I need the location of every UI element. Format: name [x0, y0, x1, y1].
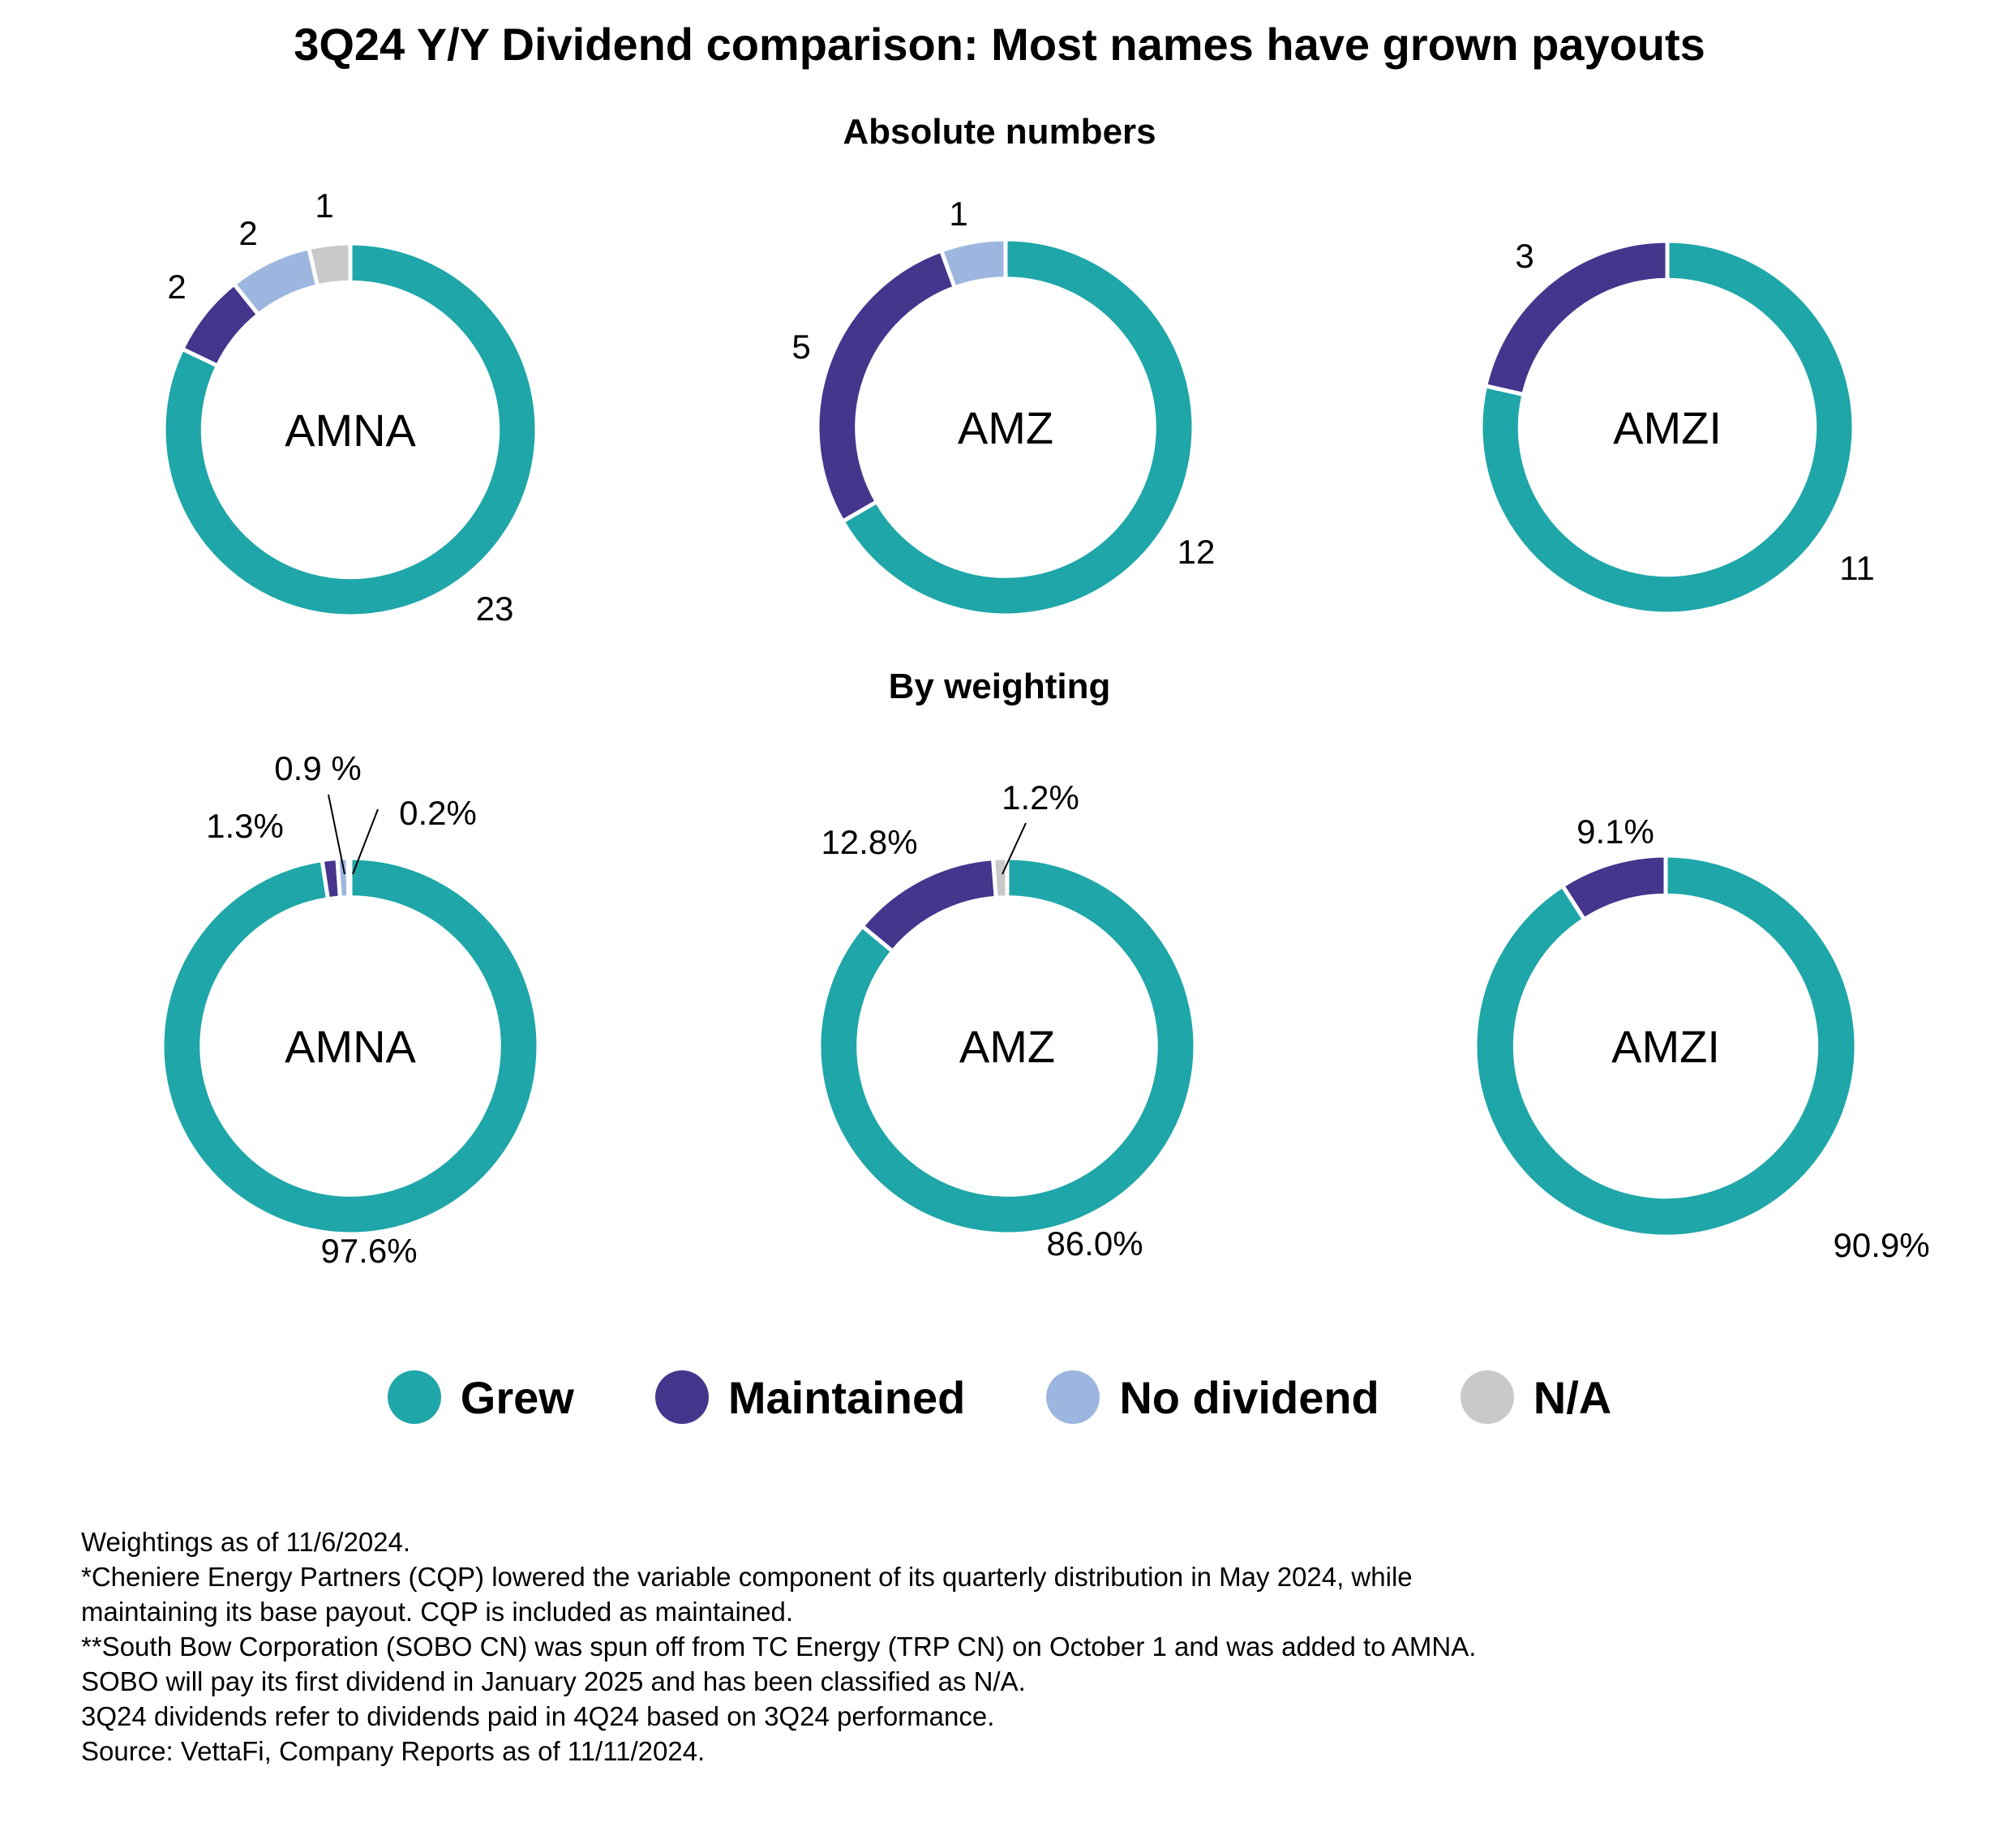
data-label: 11: [1839, 549, 1875, 587]
leader-line: [1002, 822, 1027, 875]
data-label: 0.9 %: [274, 749, 361, 787]
data-label: 1.2%: [1002, 778, 1079, 817]
legend: Grew Maintained No dividend N/A: [0, 1370, 1999, 1424]
slice-maintained: [1559, 853, 1668, 923]
donut-weighting-amzi: AMZI 90.9% 9.1%: [1473, 813, 1930, 1264]
center-label: AMNA: [285, 405, 416, 456]
data-label: 2: [238, 214, 257, 252]
donut-absolute-amna: AMNA 23 2 2 1: [161, 187, 539, 628]
data-label: 12: [1178, 533, 1216, 571]
footnotes: Weightings as of 11/6/2024. *Cheniere En…: [81, 1524, 1476, 1769]
slice-grew: [1473, 853, 1859, 1239]
slice-grew: [839, 237, 1196, 618]
slice-no-dividend: [938, 237, 1008, 290]
footnote-line: SOBO will pay its first dividend in Janu…: [81, 1666, 1026, 1696]
section-title-absolute: Absolute numbers: [843, 112, 1156, 152]
chart-title: 3Q24 Y/Y Dividend comparison: Most names…: [294, 19, 1705, 70]
center-label: AMZI: [1613, 402, 1722, 453]
section-title-weighting: By weighting: [888, 667, 1111, 706]
legend-swatch-maintained: [654, 1370, 709, 1424]
data-label: 12.8%: [821, 823, 917, 861]
legend-item-na: N/A: [1460, 1370, 1612, 1424]
center-label: AMNA: [285, 1021, 416, 1072]
footnote-line: *Cheniere Energy Partners (CQP) lowered …: [81, 1562, 1413, 1592]
donut-charts: AMNA 23 2 2 1 AMZ 12 5 1 AMZI 11 3 AMNA 97.6% 1.3% 0.9 …: [160, 187, 1930, 1270]
data-label: 90.9%: [1833, 1226, 1929, 1264]
data-label: 23: [476, 590, 514, 628]
legend-swatch-grew: [387, 1370, 441, 1424]
legend-swatch-na: [1460, 1370, 1514, 1424]
legend-item-maintained: Maintained: [654, 1370, 966, 1424]
legend-swatch-no-dividend: [1046, 1370, 1100, 1424]
data-label: 2: [167, 268, 186, 306]
leader-line: [328, 794, 345, 875]
center-label: AMZ: [958, 402, 1053, 453]
data-label: 97.6%: [320, 1232, 417, 1270]
slice-grew: [1478, 238, 1856, 616]
slice-grew: [160, 855, 541, 1237]
leader-line: [352, 808, 379, 875]
slice-maintained: [859, 855, 998, 954]
slice-n-a: [306, 241, 353, 289]
slice-n-a: [990, 855, 1010, 900]
legend-label-grew: Grew: [460, 1371, 574, 1423]
footnote-line: **South Bow Corporation (SOBO CN) was sp…: [81, 1631, 1477, 1661]
slice-n-a: [345, 855, 353, 900]
data-label: 3: [1515, 237, 1534, 275]
data-label: 0.2%: [399, 794, 477, 832]
legend-label-no-dividend: No dividend: [1119, 1371, 1379, 1423]
slice-maintained: [1482, 238, 1670, 397]
slice-maintained: [815, 247, 958, 525]
footnote-line: 3Q24 dividends refer to dividends paid i…: [81, 1701, 995, 1731]
center-label: AMZI: [1611, 1021, 1720, 1072]
slice-grew: [161, 241, 539, 619]
donut-absolute-amzi: AMZI 11 3: [1478, 237, 1875, 616]
donut-absolute-amz: AMZ 12 5 1: [791, 195, 1216, 618]
data-label: 1: [949, 195, 967, 233]
data-label: 86.0%: [1046, 1224, 1143, 1263]
donut-weighting-amna: AMNA 97.6% 1.3% 0.9 % 0.2%: [160, 749, 541, 1270]
legend-label-na: N/A: [1533, 1371, 1612, 1423]
footnote-line: Weightings as of 11/6/2024.: [81, 1527, 411, 1557]
footnote-line: maintaining its base payout. CQP is incl…: [81, 1597, 794, 1627]
data-label: 1.3%: [206, 807, 284, 845]
legend-label-maintained: Maintained: [727, 1371, 966, 1423]
data-label: 1: [315, 187, 333, 225]
slice-grew: [817, 855, 1198, 1237]
footnote-line: Source: VettaFi, Company Reports as of 1…: [81, 1736, 706, 1766]
center-label: AMZ: [959, 1021, 1055, 1072]
legend-item-grew: Grew: [387, 1370, 574, 1424]
data-label: 9.1%: [1576, 813, 1654, 851]
donut-weighting-amz: AMZ 86.0% 12.8% 1.2%: [817, 778, 1198, 1263]
data-label: 5: [791, 328, 810, 366]
legend-item-no-dividend: No dividend: [1046, 1370, 1379, 1424]
